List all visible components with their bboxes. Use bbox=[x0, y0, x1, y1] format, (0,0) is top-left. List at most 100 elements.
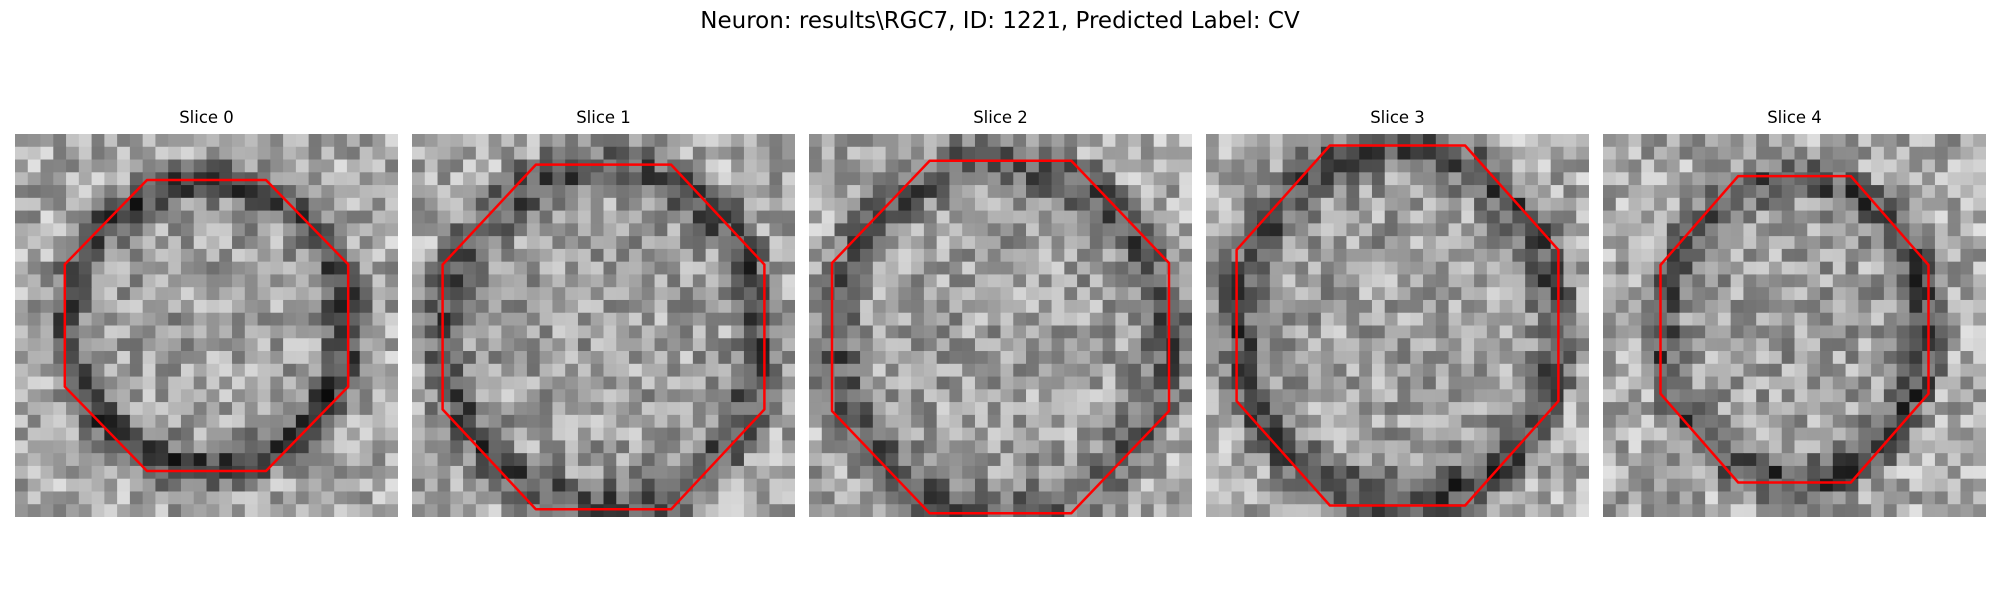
pixel bbox=[1013, 299, 1027, 314]
pixel bbox=[1807, 274, 1821, 288]
pixel bbox=[1871, 351, 1885, 365]
pixel bbox=[40, 185, 54, 199]
pixel bbox=[847, 478, 861, 492]
pixel bbox=[1486, 197, 1501, 211]
pixel bbox=[1934, 146, 1949, 160]
pixel bbox=[424, 453, 438, 467]
pixel bbox=[1525, 414, 1539, 429]
pixel bbox=[1206, 402, 1220, 416]
pixel bbox=[488, 504, 502, 517]
pixel bbox=[475, 351, 489, 365]
pixel bbox=[1359, 146, 1373, 160]
pixel bbox=[1308, 504, 1322, 517]
pixel bbox=[450, 351, 464, 365]
pixel bbox=[180, 478, 195, 492]
pixel bbox=[412, 312, 426, 326]
pixel bbox=[514, 274, 528, 288]
pixel bbox=[667, 261, 681, 275]
pixel bbox=[821, 465, 835, 480]
pixel bbox=[654, 236, 668, 250]
pixel bbox=[1346, 197, 1360, 211]
pixel bbox=[372, 491, 386, 505]
pixel bbox=[872, 478, 886, 492]
pixel bbox=[437, 312, 451, 326]
pixel bbox=[1269, 299, 1283, 314]
pixel bbox=[974, 363, 989, 377]
pixel bbox=[731, 210, 745, 224]
pixel bbox=[962, 223, 976, 237]
pixel bbox=[359, 389, 373, 403]
pixel bbox=[1499, 236, 1513, 250]
pixel bbox=[1206, 427, 1220, 441]
pixel bbox=[1909, 363, 1923, 377]
pixel bbox=[1206, 185, 1220, 199]
pixel bbox=[1435, 351, 1449, 365]
pixel bbox=[385, 338, 398, 352]
pixel bbox=[1666, 287, 1680, 301]
pixel bbox=[987, 414, 1001, 429]
pixel bbox=[219, 261, 233, 275]
pixel bbox=[1064, 504, 1078, 517]
pixel bbox=[1231, 491, 1245, 505]
pixel bbox=[1909, 185, 1923, 199]
pixel bbox=[15, 223, 29, 237]
pixel bbox=[1960, 389, 1974, 403]
pixel bbox=[1282, 134, 1296, 148]
pixel bbox=[232, 402, 246, 416]
pixel bbox=[1512, 363, 1526, 377]
pixel bbox=[1845, 210, 1859, 224]
pixel bbox=[1077, 478, 1091, 492]
pixel bbox=[1820, 146, 1834, 160]
pixel bbox=[450, 299, 464, 314]
pixel bbox=[168, 491, 182, 505]
pixel bbox=[1499, 325, 1513, 339]
pixel bbox=[949, 363, 963, 377]
pixel bbox=[385, 453, 398, 467]
pixel bbox=[1051, 325, 1065, 339]
pixel bbox=[1603, 402, 1617, 416]
pixel bbox=[1692, 478, 1706, 492]
pixel bbox=[1153, 363, 1167, 377]
pixel bbox=[1448, 261, 1462, 275]
pixel bbox=[1077, 299, 1091, 314]
pixel bbox=[437, 338, 451, 352]
pixel bbox=[847, 223, 861, 237]
pixel bbox=[142, 248, 156, 263]
pixel bbox=[104, 376, 118, 390]
pixel bbox=[885, 389, 899, 403]
pixel bbox=[1730, 427, 1744, 441]
pixel bbox=[565, 197, 579, 211]
pixel bbox=[488, 376, 502, 390]
pixel bbox=[15, 197, 29, 211]
pixel bbox=[1858, 427, 1872, 441]
pixel bbox=[1537, 325, 1552, 339]
pixel bbox=[66, 402, 80, 416]
pixel bbox=[692, 389, 707, 403]
pixel bbox=[424, 299, 438, 314]
pixel bbox=[1166, 159, 1180, 173]
pixel bbox=[1781, 325, 1795, 339]
pixel bbox=[1934, 414, 1949, 429]
pixel bbox=[847, 261, 861, 275]
pixel bbox=[1153, 146, 1167, 160]
pixel bbox=[680, 478, 694, 492]
pixel bbox=[616, 440, 630, 454]
pixel bbox=[1832, 223, 1846, 237]
pixel bbox=[577, 312, 592, 326]
pixel bbox=[66, 236, 80, 250]
pixel bbox=[847, 504, 861, 517]
pixel bbox=[1768, 414, 1783, 429]
pixel bbox=[1179, 325, 1192, 339]
pixel bbox=[1218, 274, 1232, 288]
pixel bbox=[1820, 453, 1834, 467]
pixel bbox=[1179, 185, 1192, 199]
pixel bbox=[1089, 274, 1104, 288]
pixel bbox=[1140, 134, 1155, 148]
pixel bbox=[283, 274, 297, 288]
pixel bbox=[872, 338, 886, 352]
pixel bbox=[1756, 338, 1770, 352]
pixel bbox=[1717, 236, 1732, 250]
pixel bbox=[1628, 287, 1642, 301]
pixel bbox=[1756, 172, 1770, 186]
pixel bbox=[1717, 299, 1732, 314]
